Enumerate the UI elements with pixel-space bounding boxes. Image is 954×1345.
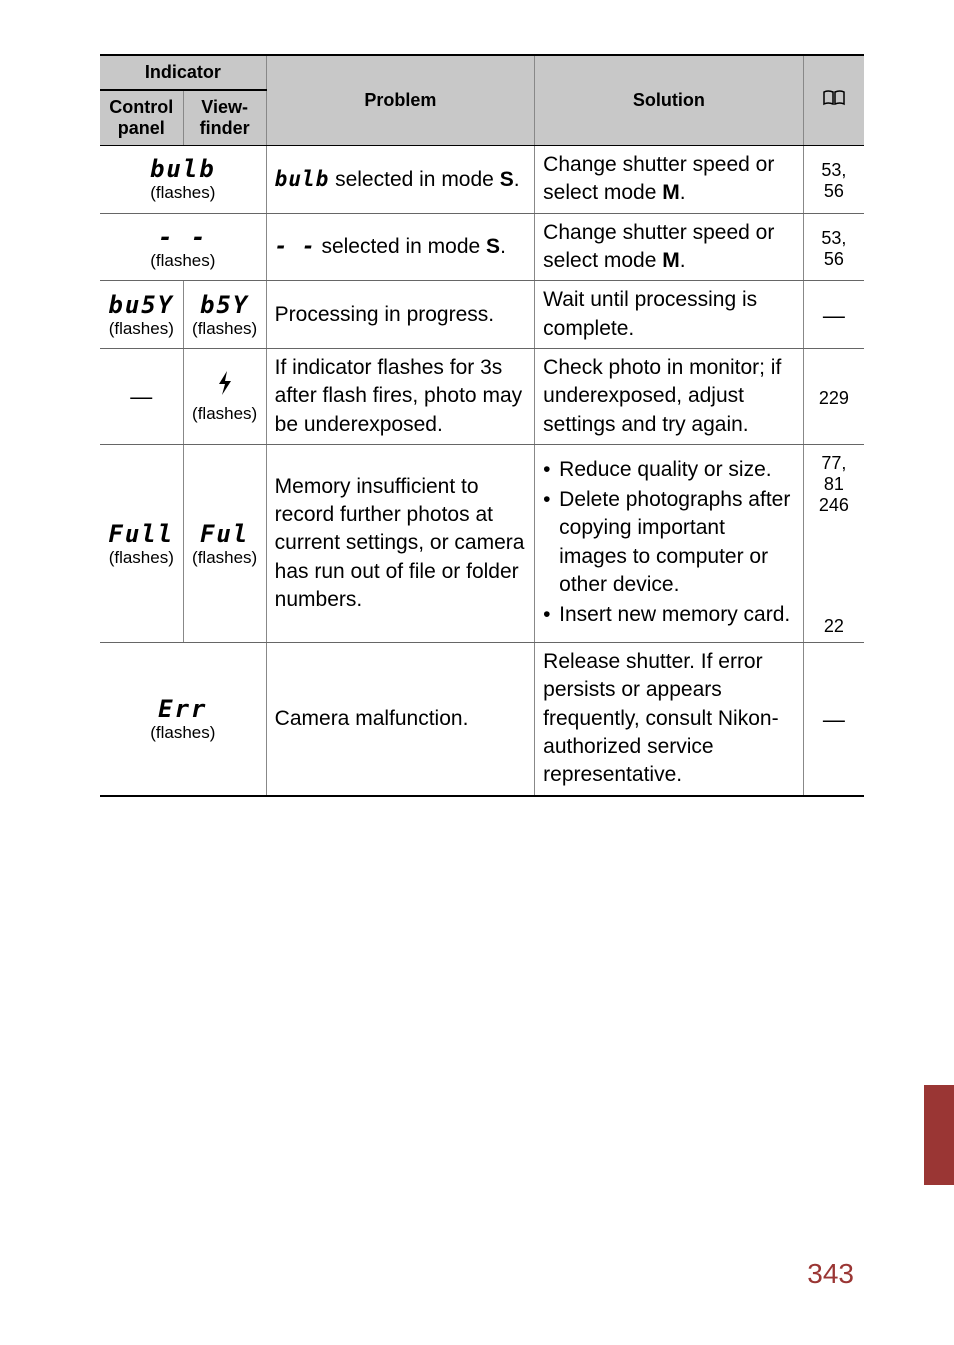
header-problem: Problem bbox=[266, 55, 535, 146]
flashes-label: (flashes) bbox=[150, 183, 215, 202]
flashes-label: (flashes) bbox=[150, 251, 215, 270]
indicator-symbol: - - bbox=[108, 223, 258, 251]
indicator-cell: Ful (flashes) bbox=[183, 445, 266, 643]
section-tab bbox=[924, 1085, 954, 1185]
flash-icon bbox=[192, 369, 258, 404]
flashes-label: (flashes) bbox=[192, 548, 257, 567]
indicator-cell: bulb (flashes) bbox=[100, 146, 266, 214]
page-ref: — bbox=[803, 281, 864, 349]
book-icon bbox=[822, 90, 846, 111]
solution-cell: Wait until processing is complete. bbox=[535, 281, 804, 349]
indicator-cell: (flashes) bbox=[183, 349, 266, 445]
flashes-label: (flashes) bbox=[192, 404, 257, 423]
indicator-cell: bu5Y (flashes) bbox=[100, 281, 183, 349]
header-viewfinder: View-finder bbox=[183, 90, 266, 146]
solution-cell: Reduce quality or size. Delete photograp… bbox=[535, 445, 804, 643]
problem-cell: Camera malfunction. bbox=[266, 643, 535, 796]
page-ref: 77, 81 246 22 bbox=[803, 445, 864, 643]
page-ref: 229 bbox=[803, 349, 864, 445]
indicator-cell: Err (flashes) bbox=[100, 643, 266, 796]
problem-cell: If indicator flashes for 3s after flash … bbox=[266, 349, 535, 445]
indicator-symbol: Err bbox=[108, 695, 258, 723]
error-indicators-table: Indicator Problem Solution Control panel… bbox=[100, 54, 864, 797]
solution-cell: Change shutter speed or select mode M. bbox=[535, 213, 804, 281]
flashes-label: (flashes) bbox=[150, 723, 215, 742]
bullet-item: Insert new memory card. bbox=[543, 601, 795, 629]
page-ref: 53, 56 bbox=[803, 213, 864, 281]
table-row: Full (flashes) Ful (flashes) Memory insu… bbox=[100, 445, 864, 643]
indicator-cell: — bbox=[100, 349, 183, 445]
header-control-panel: Control panel bbox=[100, 90, 183, 146]
table-row: bulb (flashes) bulb selected in mode S. … bbox=[100, 146, 864, 214]
solution-cell: Change shutter speed or select mode M. bbox=[535, 146, 804, 214]
indicator-symbol: Full bbox=[108, 520, 175, 548]
header-indicator: Indicator bbox=[100, 55, 266, 90]
table-row: bu5Y (flashes) b5Y (flashes) Processing … bbox=[100, 281, 864, 349]
table-row: Err (flashes) Camera malfunction. Releas… bbox=[100, 643, 864, 796]
problem-cell: bulb selected in mode S. bbox=[266, 146, 535, 214]
indicator-cell: Full (flashes) bbox=[100, 445, 183, 643]
indicator-cell: - - (flashes) bbox=[100, 213, 266, 281]
problem-cell: Memory insufficient to record further ph… bbox=[266, 445, 535, 643]
indicator-cell: b5Y (flashes) bbox=[183, 281, 266, 349]
mono-text: - - bbox=[275, 234, 316, 258]
bullet-item: Delete photographs after copying importa… bbox=[543, 486, 795, 599]
table-row: - - (flashes) - - selected in mode S. Ch… bbox=[100, 213, 864, 281]
bullet-item: Reduce quality or size. bbox=[543, 456, 795, 484]
solution-cell: Release shutter. If error persists or ap… bbox=[535, 643, 804, 796]
flashes-label: (flashes) bbox=[109, 319, 174, 338]
indicator-symbol: bulb bbox=[108, 155, 258, 183]
problem-cell: - - selected in mode S. bbox=[266, 213, 535, 281]
table-row: — (flashes) If indicator flashes for 3s … bbox=[100, 349, 864, 445]
indicator-symbol: b5Y bbox=[192, 291, 258, 319]
flashes-label: (flashes) bbox=[109, 548, 174, 567]
page-ref: 53, 56 bbox=[803, 146, 864, 214]
problem-cell: Processing in progress. bbox=[266, 281, 535, 349]
header-page-ref bbox=[803, 55, 864, 146]
flashes-label: (flashes) bbox=[192, 319, 257, 338]
header-solution: Solution bbox=[535, 55, 804, 146]
page-number: 343 bbox=[807, 1258, 854, 1290]
indicator-symbol: bu5Y bbox=[108, 291, 175, 319]
indicator-symbol: Ful bbox=[192, 520, 258, 548]
solution-cell: Check photo in monitor; if underexposed,… bbox=[535, 349, 804, 445]
mono-text: bulb bbox=[275, 167, 330, 191]
page-ref: — bbox=[803, 643, 864, 796]
